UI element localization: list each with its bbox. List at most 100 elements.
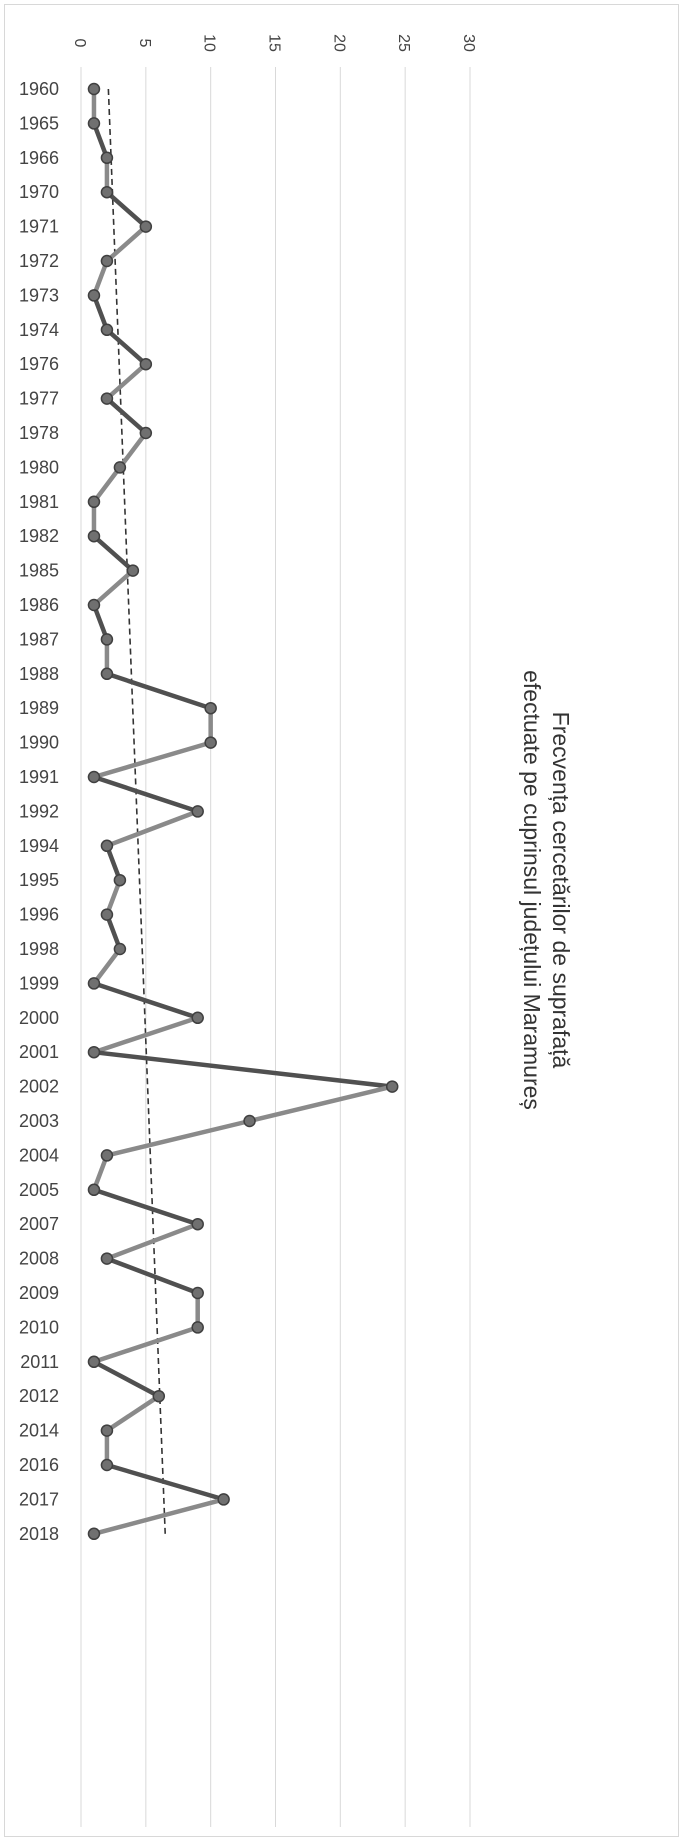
series-line-segment: [104, 189, 149, 229]
data-point-1976: [139, 357, 153, 371]
value-tick-label-20: 20: [330, 34, 347, 52]
value-tick-label-0: 0: [71, 39, 88, 48]
data-point-1990: [204, 736, 217, 749]
category-tick-label: 1972: [19, 251, 59, 271]
category-tick-label: 1998: [19, 939, 59, 959]
data-point-2010: [191, 1321, 204, 1334]
data-point-1971: [139, 220, 153, 233]
category-tick-label: 2000: [19, 1008, 59, 1028]
data-point-1995: [113, 873, 127, 887]
data-point-2002: [385, 1080, 399, 1093]
series-line-segment: [104, 1256, 200, 1296]
category-tick-label: 2014: [19, 1421, 59, 1441]
chart-title-line-1: Frecvența cercetărilor de suprafață: [548, 712, 574, 1069]
category-tick-label: 1987: [19, 629, 59, 649]
data-point-1999: [87, 977, 101, 990]
category-tick-label: 2004: [19, 1145, 59, 1165]
category-tick-label: 1994: [19, 836, 59, 856]
data-point-2005: [87, 1183, 101, 1197]
data-point-1987: [100, 633, 114, 646]
category-tick-label: 1995: [19, 870, 59, 890]
data-point-2018: [87, 1527, 101, 1541]
series-line-segment: [91, 1015, 200, 1055]
category-tick-label: 1971: [19, 217, 59, 237]
data-point-1998: [113, 942, 127, 956]
value-tick-label-5: 5: [136, 39, 153, 48]
trendline-layer: [107, 88, 167, 1534]
category-tick-label: 2008: [19, 1249, 59, 1269]
series-line-segment: [91, 568, 136, 608]
data-point-1986: [87, 598, 101, 612]
series-line-segment: [104, 224, 149, 264]
data-point-2000: [191, 1011, 204, 1025]
data-point-2003: [243, 1114, 256, 1128]
category-tick-label: 1982: [19, 526, 59, 546]
trendline: [107, 88, 167, 1534]
data-point-1974: [100, 323, 114, 337]
category-tick-label: 1966: [19, 148, 59, 168]
category-tick-label: 2012: [19, 1386, 59, 1406]
data-point-1991: [87, 770, 101, 784]
data-point-1977: [100, 392, 114, 405]
category-tick-label: 2018: [19, 1524, 59, 1544]
value-tick-labels: 0 5 10 15 20 25 30: [71, 34, 477, 52]
series-line-segment: [104, 1393, 162, 1433]
series-line-segment: [104, 671, 213, 711]
data-point-1965: [87, 117, 101, 130]
chart-title-line-2: efectuate pe cuprinsul județului Maramur…: [519, 670, 545, 1110]
category-tick-label: 1986: [19, 595, 59, 615]
data-point-1994: [100, 839, 114, 853]
category-tick-label: 1977: [19, 389, 59, 409]
data-point-2011: [87, 1355, 101, 1369]
category-tick-label: 2011: [20, 1352, 59, 1372]
series-line-segment: [91, 533, 136, 573]
data-point-1981: [87, 495, 101, 509]
series-line-segment: [91, 774, 200, 814]
data-point-2007: [191, 1217, 204, 1231]
data-point-2017: [217, 1493, 230, 1506]
category-tick-label: 1996: [19, 905, 59, 925]
data-point-1989: [204, 701, 217, 715]
category-tick-label: 1965: [19, 113, 59, 133]
data-point-1982: [87, 529, 101, 543]
category-tick-label: 1980: [19, 457, 59, 477]
data-point-1966: [100, 151, 114, 165]
series-line-segment: [104, 361, 149, 401]
data-point-1970: [100, 185, 114, 199]
series-line-segment: [247, 1084, 395, 1124]
category-tick-label: 1989: [19, 698, 59, 718]
series-line-segment: [117, 430, 149, 470]
series-line-segment: [91, 946, 123, 986]
category-tick-label: 1999: [19, 973, 59, 993]
category-tick-label: 1990: [19, 733, 59, 753]
marker-layer: [87, 82, 399, 1541]
data-point-2014: [100, 1424, 114, 1437]
category-tick-label: 2010: [19, 1317, 59, 1337]
series-line-segment: [91, 1325, 200, 1365]
category-tick-label: 1991: [19, 767, 59, 787]
data-point-1992: [191, 805, 204, 818]
series-line-segment: [104, 1118, 252, 1158]
category-tick-label: 2005: [19, 1180, 59, 1200]
series-layer: [91, 86, 395, 1537]
category-tick-label: 1992: [19, 801, 59, 821]
category-tick-label: 2016: [19, 1455, 59, 1475]
data-point-2012: [152, 1389, 166, 1403]
chart-frame: 1960 1965 1966 1970 1971 1972 1973 1974 1976 1977…: [4, 4, 679, 1837]
gridlines: [80, 67, 471, 1827]
value-tick-label-10: 10: [201, 34, 218, 52]
series-line-segment: [91, 1049, 395, 1089]
category-tick-label: 1981: [19, 492, 59, 512]
line-chart: 1960 1965 1966 1970 1971 1972 1973 1974 1976 1977…: [19, 34, 574, 1827]
category-tick-label: 2002: [19, 1077, 59, 1097]
category-tick-label: 1985: [19, 561, 59, 581]
series-line-segment: [91, 981, 200, 1021]
series-line-segment: [104, 396, 149, 436]
category-tick-label: 1976: [19, 354, 59, 374]
series-line-segment: [91, 740, 213, 780]
category-tick-label: 1960: [19, 79, 59, 99]
data-point-1960: [87, 82, 101, 96]
series-line-segment: [91, 465, 123, 505]
data-point-1978: [139, 426, 153, 440]
data-point-1972: [100, 254, 114, 268]
